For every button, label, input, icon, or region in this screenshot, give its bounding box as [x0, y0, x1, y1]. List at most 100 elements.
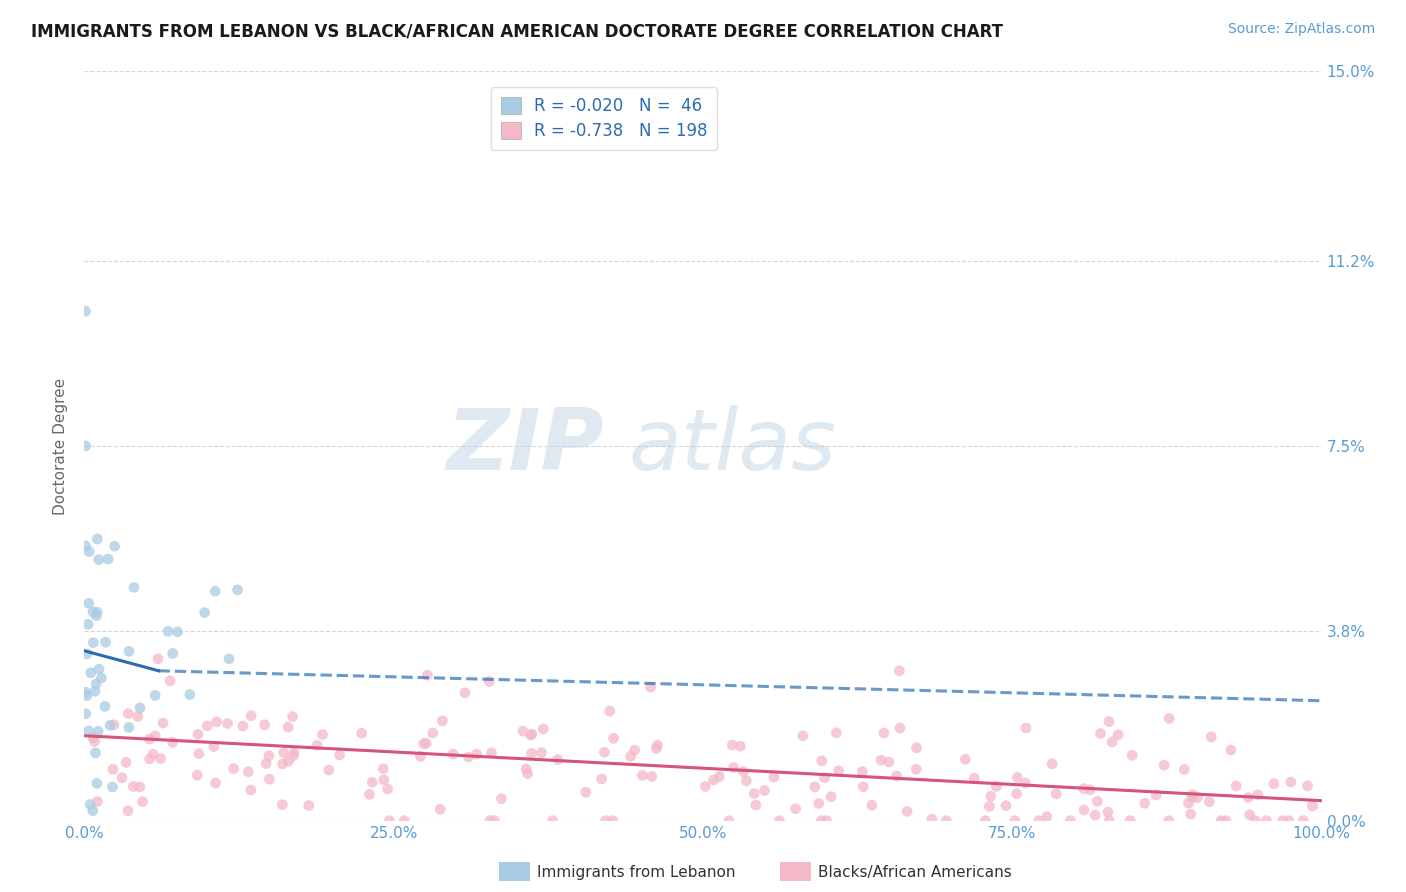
- Point: [623, 743, 645, 757]
- Point: [222, 762, 245, 776]
- Point: [217, 716, 239, 731]
- Point: [465, 747, 488, 762]
- Point: [77, 544, 100, 558]
- Point: [103, 539, 125, 553]
- Point: [394, 814, 416, 828]
- Point: [454, 686, 477, 700]
- Point: [541, 814, 564, 828]
- Point: [519, 728, 541, 742]
- Point: [117, 706, 139, 721]
- Point: [1059, 814, 1081, 828]
- Point: [457, 750, 479, 764]
- Point: [1085, 794, 1108, 808]
- Text: ZIP: ZIP: [446, 404, 605, 488]
- Point: [117, 804, 139, 818]
- Point: [1090, 726, 1112, 740]
- Point: [90, 671, 112, 685]
- Point: [852, 780, 875, 794]
- Point: [205, 714, 228, 729]
- Point: [695, 780, 717, 794]
- Point: [905, 740, 928, 755]
- Point: [530, 746, 553, 760]
- Point: [432, 714, 454, 728]
- Point: [87, 662, 110, 676]
- Point: [422, 726, 444, 740]
- Point: [166, 624, 188, 639]
- Point: [329, 747, 352, 762]
- Point: [1256, 814, 1278, 828]
- Point: [1045, 787, 1067, 801]
- Point: [1219, 743, 1241, 757]
- Point: [1181, 790, 1204, 805]
- Point: [810, 814, 832, 828]
- Point: [827, 764, 849, 778]
- Point: [815, 814, 838, 828]
- Point: [138, 752, 160, 766]
- Point: [86, 608, 108, 623]
- Point: [645, 741, 668, 756]
- Point: [82, 635, 104, 649]
- Point: [156, 624, 179, 639]
- Point: [647, 738, 669, 752]
- Legend: R = -0.020   N =  46, R = -0.738   N = 198: R = -0.020 N = 46, R = -0.738 N = 198: [491, 87, 717, 150]
- Point: [194, 606, 217, 620]
- Point: [240, 708, 263, 723]
- Point: [520, 747, 543, 761]
- Point: [416, 668, 439, 682]
- Point: [131, 795, 153, 809]
- Point: [195, 719, 218, 733]
- Point: [259, 772, 281, 787]
- Point: [593, 745, 616, 759]
- Point: [1107, 728, 1129, 742]
- Point: [202, 739, 225, 754]
- Point: [813, 771, 835, 785]
- Point: [118, 644, 141, 658]
- Point: [1278, 814, 1301, 828]
- Point: [1296, 779, 1319, 793]
- Point: [101, 762, 124, 776]
- Point: [412, 737, 434, 751]
- Point: [101, 780, 124, 794]
- Point: [218, 652, 240, 666]
- Point: [281, 709, 304, 723]
- Point: [143, 729, 166, 743]
- Point: [82, 605, 104, 619]
- Point: [785, 802, 807, 816]
- Point: [82, 804, 104, 818]
- Point: [792, 729, 814, 743]
- Point: [531, 722, 554, 736]
- Point: [599, 704, 621, 718]
- Text: Source: ZipAtlas.com: Source: ZipAtlas.com: [1227, 22, 1375, 37]
- Point: [305, 739, 328, 753]
- Point: [851, 764, 873, 779]
- Point: [516, 766, 538, 780]
- Point: [149, 751, 172, 765]
- Point: [94, 635, 117, 649]
- Point: [122, 780, 145, 794]
- Point: [1119, 814, 1142, 828]
- Point: [79, 797, 101, 812]
- Point: [723, 761, 745, 775]
- Point: [1271, 814, 1294, 828]
- Point: [152, 716, 174, 731]
- Point: [1040, 756, 1063, 771]
- Point: [512, 724, 534, 739]
- Point: [373, 772, 395, 787]
- Point: [955, 752, 977, 766]
- Point: [79, 665, 101, 680]
- Point: [271, 756, 294, 771]
- Point: [1028, 814, 1050, 828]
- Point: [298, 798, 321, 813]
- Point: [595, 814, 617, 828]
- Point: [441, 747, 464, 761]
- Point: [115, 756, 138, 770]
- Point: [94, 699, 117, 714]
- Point: [762, 770, 785, 784]
- Point: [1247, 788, 1270, 802]
- Point: [128, 780, 150, 794]
- Point: [804, 780, 827, 794]
- Point: [620, 749, 643, 764]
- Point: [283, 746, 305, 760]
- Point: [1101, 735, 1123, 749]
- Point: [1078, 782, 1101, 797]
